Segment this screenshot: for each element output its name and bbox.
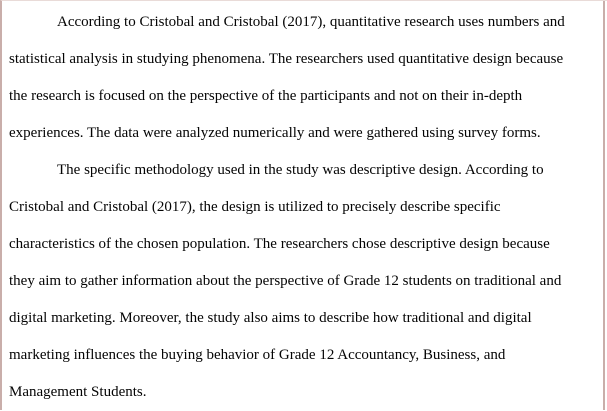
text-line: characteristics of the chosen population…	[9, 236, 550, 252]
text-line: digital marketing. Moreover, the study a…	[9, 310, 532, 326]
document-text-body: According to Cristobal and Cristobal (20…	[9, 4, 597, 411]
text-line: The specific methodology used in the stu…	[57, 162, 544, 178]
text-line: the research is focused on the perspecti…	[9, 88, 523, 104]
text-line: marketing influences the buying behavior…	[9, 347, 506, 363]
text-line: Management Students.	[9, 384, 147, 400]
text-line: experiences. The data were analyzed nume…	[9, 125, 541, 141]
text-line: they aim to gather information about the…	[9, 273, 562, 289]
text-line: Cristobal and Cristobal (2017), the desi…	[9, 199, 501, 215]
text-line: According to Cristobal and Cristobal (20…	[57, 14, 565, 30]
text-line: statistical analysis in studying phenome…	[9, 51, 564, 67]
page-right-edge-line	[603, 1, 605, 410]
